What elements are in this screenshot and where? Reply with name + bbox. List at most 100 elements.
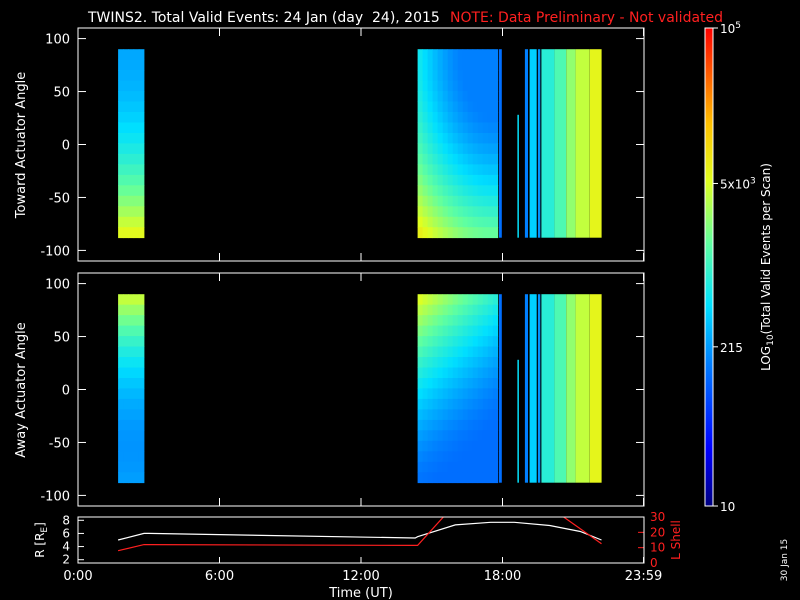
time-axis-ticks: 0:00 6:00 12:00 18:00 23:59 — [63, 557, 662, 584]
toward-ytick-label: 50 — [53, 86, 70, 101]
away-cell — [447, 315, 454, 326]
toward-cell — [437, 164, 443, 176]
toward-block-5 — [529, 49, 537, 238]
toward-cell — [118, 133, 124, 144]
toward-cell — [477, 91, 484, 102]
toward-cell — [123, 164, 129, 176]
toward-cell — [482, 133, 489, 144]
away-cell — [128, 419, 135, 431]
away-cell — [492, 409, 499, 421]
toward-cell — [417, 122, 423, 134]
away-cell — [427, 419, 433, 431]
away-cell — [482, 367, 489, 379]
away-cell — [472, 472, 479, 484]
away-cell — [472, 346, 479, 358]
away-cell — [123, 315, 129, 326]
away-cell — [472, 336, 479, 347]
toward-cell — [432, 59, 438, 71]
away-cell — [462, 461, 469, 473]
away-cell — [477, 304, 484, 316]
away-cell — [123, 325, 129, 337]
toward-block-2 — [499, 49, 502, 238]
toward-ytick-label: 0 — [62, 139, 70, 154]
away-cell — [487, 388, 494, 400]
away-cell — [492, 440, 499, 452]
toward-y-ticks: 100 50 0 -50 -100 — [40, 33, 644, 259]
away-cell — [123, 357, 129, 368]
away-block-4 — [524, 294, 528, 483]
toward-cell — [432, 153, 438, 165]
away-cell — [133, 357, 140, 368]
toward-cell — [472, 122, 479, 134]
toward-block-8 — [554, 49, 567, 238]
away-cell — [437, 461, 443, 473]
away-cell — [417, 378, 423, 389]
away-cell — [432, 451, 438, 463]
away-cell — [467, 357, 474, 368]
toward-cell — [492, 227, 499, 239]
toward-cell — [487, 164, 494, 176]
away-cell — [472, 398, 479, 410]
toward-cell — [452, 143, 459, 155]
toward-cell — [128, 112, 135, 123]
toward-cell — [477, 195, 484, 207]
away-cell — [457, 378, 464, 389]
away-cell — [447, 367, 454, 379]
toward-cell — [482, 216, 489, 228]
toward-cell — [442, 195, 449, 207]
toward-cell — [467, 101, 474, 113]
away-cell — [427, 357, 433, 368]
toward-cell — [427, 70, 433, 81]
away-cell — [457, 409, 464, 421]
away-cell — [457, 346, 464, 358]
away-cell — [437, 367, 443, 379]
toward-cell — [432, 101, 438, 113]
away-cell — [462, 367, 469, 379]
toward-cell — [417, 174, 423, 186]
away-cell — [422, 315, 428, 326]
away-cell — [118, 346, 124, 358]
toward-cell — [432, 185, 438, 197]
away-cell — [427, 398, 433, 410]
away-cell — [123, 472, 129, 484]
toward-cell — [472, 153, 479, 165]
away-cell — [492, 325, 499, 337]
toward-cell — [422, 153, 428, 165]
away-cell — [492, 367, 499, 379]
toward-cell — [447, 195, 454, 207]
away-cell — [133, 346, 140, 358]
toward-cell — [432, 195, 438, 207]
toward-cell — [442, 143, 449, 155]
toward-cell — [123, 227, 129, 239]
toward-cell — [457, 206, 464, 218]
away-cell — [487, 367, 494, 379]
toward-cell — [118, 206, 124, 218]
toward-cell — [437, 70, 443, 81]
toward-cell — [452, 164, 459, 176]
away-cell — [133, 367, 140, 379]
away-cell — [128, 472, 135, 484]
away-cell — [427, 430, 433, 442]
toward-cell — [452, 112, 459, 123]
toward-cell — [118, 49, 124, 61]
r-axis-tick-label: 4 — [62, 540, 70, 554]
away-cell — [422, 461, 428, 473]
away-cell — [472, 357, 479, 368]
toward-cell — [123, 206, 129, 218]
toward-cell — [437, 133, 443, 144]
toward-cell — [133, 174, 140, 186]
away-cell — [417, 367, 423, 379]
away-cell — [118, 294, 124, 306]
away-cell — [477, 398, 484, 410]
toward-cell — [472, 227, 479, 239]
toward-cell — [487, 59, 494, 71]
away-cell — [128, 409, 135, 421]
away-cell — [482, 451, 489, 463]
away-cell — [432, 367, 438, 379]
away-cell — [442, 336, 449, 347]
away-cell — [432, 430, 438, 442]
away-cell — [472, 440, 479, 452]
toward-cell — [128, 164, 135, 176]
away-cell — [427, 315, 433, 326]
toward-cell — [138, 164, 145, 176]
